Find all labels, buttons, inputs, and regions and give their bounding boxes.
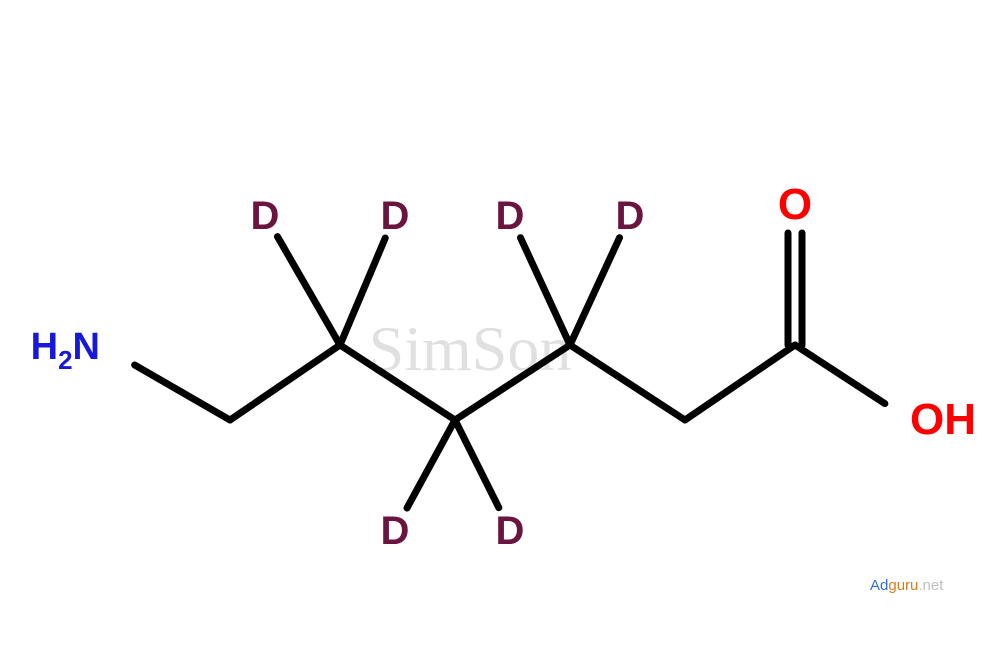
atom-label-o2: OH <box>910 395 976 444</box>
bond-line <box>455 420 499 508</box>
bond-line <box>135 365 230 420</box>
atom-label-d6: D <box>496 509 525 553</box>
bond-line <box>685 345 795 420</box>
watermark-text: SimSon <box>369 313 572 384</box>
atom-label-d3: D <box>496 194 525 238</box>
bond-line <box>277 237 340 345</box>
atom-label-d4: D <box>616 194 645 238</box>
bond-line <box>570 345 685 420</box>
bond-line <box>230 345 340 420</box>
bond-line <box>795 345 885 404</box>
bond-line <box>407 420 455 508</box>
atom-label-d5: D <box>381 509 410 553</box>
atom-label-n: H2N <box>31 326 100 375</box>
chemical-structure-canvas: SimSon H2N O OH D D D D D D Adguru.net <box>0 0 1000 655</box>
credit-text: Adguru.net <box>870 577 944 594</box>
atom-label-d2: D <box>381 194 410 238</box>
atom-label-o1: O <box>778 180 812 229</box>
atom-label-d1: D <box>251 194 280 238</box>
bond-line <box>570 238 620 345</box>
